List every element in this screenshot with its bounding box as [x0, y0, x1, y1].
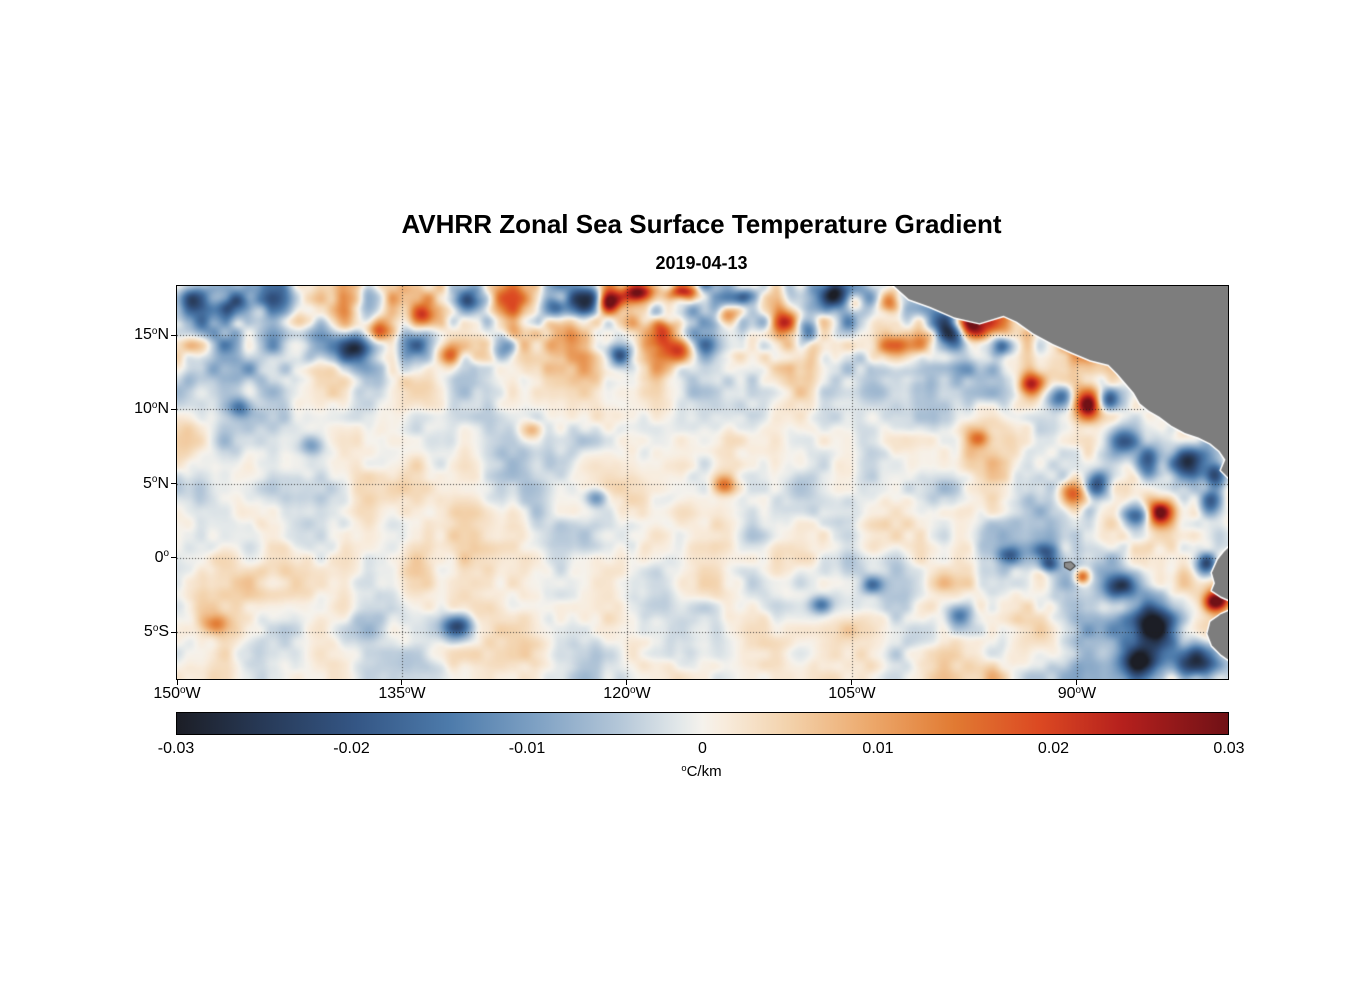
- x-tick-label: 90oW: [1057, 684, 1097, 702]
- y-tick-label: 0o: [154, 548, 169, 566]
- chart-subtitle: 2019-04-13: [655, 253, 748, 273]
- y-tick-mark: [171, 483, 176, 485]
- x-tick-mark: [176, 680, 178, 685]
- y-tick-label: 15oN: [134, 325, 169, 344]
- y-tick-label: 5oN: [143, 474, 169, 492]
- colorbar-tick-label: 0.01: [862, 740, 894, 757]
- colorbar-unit-label: oC/km: [681, 762, 722, 780]
- chart-title: AVHRR Zonal Sea Surface Temperature Grad…: [401, 209, 1002, 239]
- x-tick-mark: [851, 680, 853, 685]
- x-tick-label: 120oW: [603, 684, 651, 702]
- x-tick-label: 135oW: [378, 684, 426, 702]
- colorbar-tick-label: -0.01: [508, 740, 546, 757]
- x-tick-mark: [1076, 680, 1078, 685]
- colorbar-tick-label: 0.03: [1213, 740, 1245, 757]
- plot-area: 150oW 135oW 120oW 105oW 90oW 15oN 10oN 5oN 0o 5oS: [134, 285, 1229, 702]
- x-tick-label: 105oW: [828, 684, 876, 702]
- y-tick-mark: [171, 557, 176, 559]
- colorbar: [176, 712, 1229, 735]
- y-tick-label: 5oS: [143, 622, 169, 641]
- y-tick-mark: [171, 334, 176, 336]
- x-tick-mark: [401, 680, 403, 685]
- x-tick-mark: [626, 680, 628, 685]
- colorbar-tick-label: -0.03: [157, 740, 195, 757]
- y-tick-mark: [171, 631, 176, 633]
- colorbar-tick-label: 0.02: [1037, 740, 1070, 757]
- map-canvas: [177, 286, 1228, 679]
- x-tick-label: 150oW: [153, 684, 201, 702]
- y-tick-mark: [171, 408, 176, 410]
- colorbar-tick-label: -0.02: [333, 740, 370, 757]
- y-tick-label: 10oN: [134, 399, 169, 418]
- colorbar-tick-label: 0: [698, 740, 707, 757]
